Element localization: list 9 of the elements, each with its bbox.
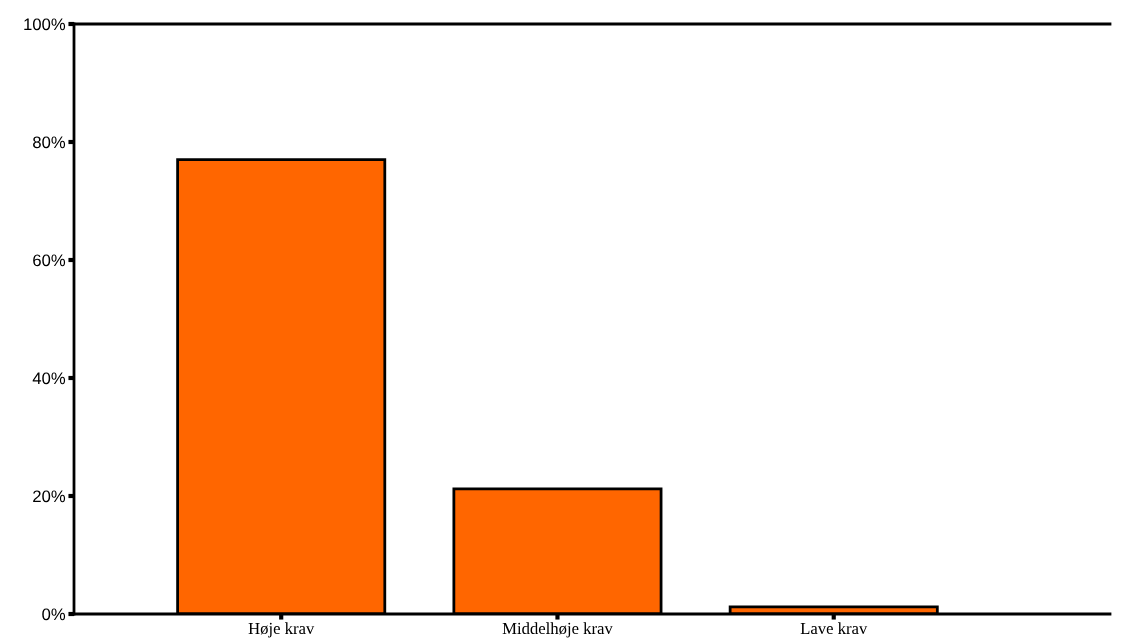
y-tick-label: 100%: [24, 18, 66, 31]
y-tick-label: 40%: [32, 372, 66, 385]
x-tick-label: Lave krav: [800, 622, 868, 635]
y-tick-label: 20%: [33, 490, 66, 503]
y-tick-label: 60%: [33, 254, 66, 267]
y-tick-label: 0%: [42, 608, 66, 621]
y-tick-label: 80%: [33, 136, 66, 149]
x-tick-label: Høje krav: [248, 622, 315, 638]
x-tick-label: Middelhøje krav: [502, 622, 613, 638]
